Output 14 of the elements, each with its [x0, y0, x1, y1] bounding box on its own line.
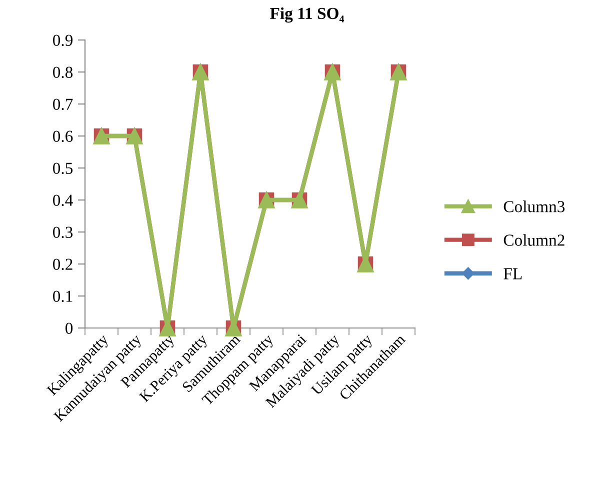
chart-title: Fig 11 SO₄ [270, 7, 344, 23]
y-tick-label: 0 [65, 322, 73, 334]
y-tick-label: 0.3 [52, 226, 73, 238]
legend-label: Column2 [504, 234, 564, 246]
y-tick-label: 0.2 [52, 258, 72, 270]
y-tick-label: 0.6 [52, 130, 73, 142]
legend-label: Column3 [504, 200, 565, 212]
y-tick-label: 0.5 [52, 162, 73, 174]
y-tick-label: 0.4 [52, 194, 73, 206]
y-tick-label: 0.1 [52, 290, 72, 302]
y-tick-label: 0.8 [52, 66, 73, 78]
legend-label: FL [504, 268, 522, 280]
y-tick-label: 0.9 [52, 34, 73, 46]
y-tick-label: 0.7 [52, 98, 73, 110]
